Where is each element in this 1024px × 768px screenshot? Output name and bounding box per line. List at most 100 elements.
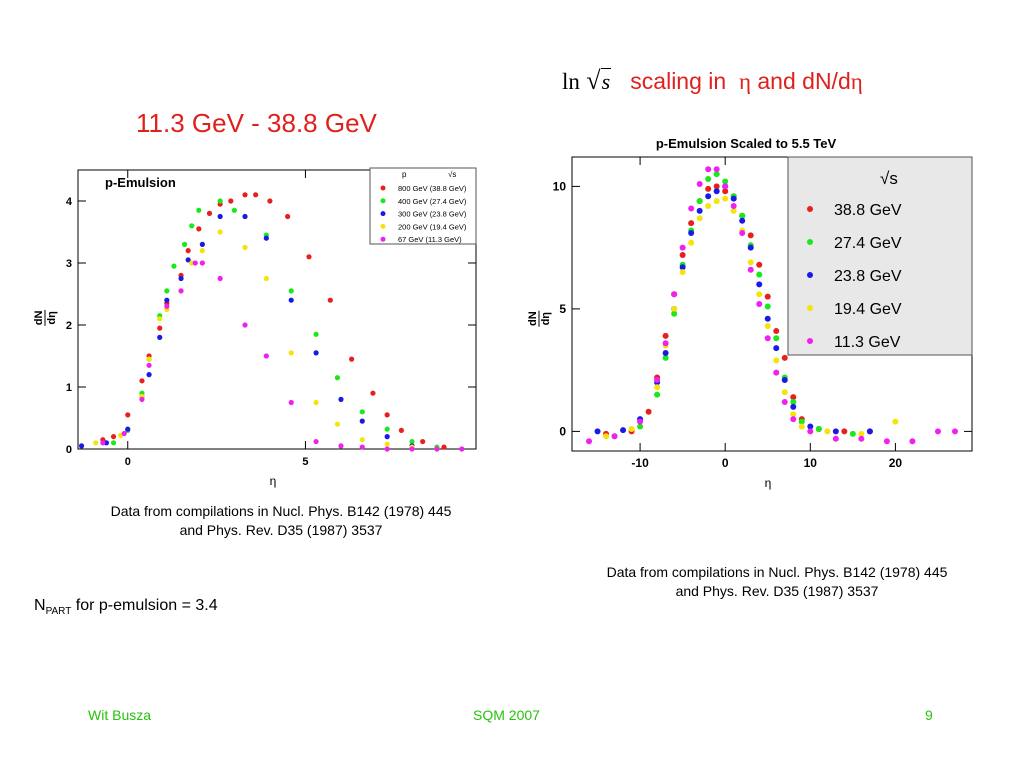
y-axis-label-denominator: dη [46, 311, 58, 325]
data-point [790, 403, 797, 410]
data-point [764, 323, 771, 330]
data-point [688, 229, 695, 236]
data-point [217, 198, 223, 204]
data-point [705, 203, 712, 209]
data-point [773, 369, 780, 376]
data-point [199, 260, 205, 266]
data-point [730, 203, 737, 209]
data-point [934, 428, 941, 435]
data-point [696, 207, 703, 214]
legend-header-sqrt-s: √s [880, 169, 898, 188]
legend-entry: 800 GeV (38.8 GeV) [398, 184, 467, 193]
data-point [841, 428, 848, 435]
data-point [434, 446, 440, 452]
data-point [909, 438, 916, 445]
legend-entry: 300 GeV (23.8 GeV) [398, 210, 467, 219]
data-point [398, 427, 404, 433]
data-point [671, 310, 678, 317]
data-point [253, 192, 259, 198]
data-point [781, 389, 788, 396]
data-point [645, 408, 652, 415]
data-point [78, 443, 85, 449]
legend-marker [807, 272, 813, 278]
chart-title: p-Emulsion Scaled to 5.5 TeV [656, 136, 837, 151]
data-point [288, 399, 294, 406]
data-point [705, 185, 712, 192]
legend-marker [807, 206, 813, 212]
data-point [196, 226, 202, 232]
data-point [807, 428, 814, 435]
data-point [409, 446, 415, 452]
data-point [832, 428, 839, 435]
ln-symbol: ln [562, 69, 580, 94]
x-tick-label: 5 [302, 456, 308, 468]
data-point [263, 353, 269, 359]
y-axis-label-numerator: dN [33, 310, 45, 325]
data-point [705, 176, 712, 183]
x-tick-label: 0 [125, 456, 131, 468]
left-chart-heading: 11.3 GeV - 38.8 GeV [136, 108, 377, 138]
data-point [93, 440, 99, 446]
data-point [679, 264, 686, 271]
data-point [146, 356, 152, 362]
chart-title: p-Emulsion [105, 175, 176, 190]
legend-entry: 200 GeV (19.4 GeV) [398, 222, 467, 231]
heading-text-scaling: scaling in [630, 68, 727, 94]
data-point [263, 235, 269, 241]
data-point [178, 288, 184, 294]
data-point [662, 332, 669, 339]
data-point [420, 438, 426, 445]
data-point [679, 269, 686, 276]
y-tick-label: 0 [559, 424, 566, 438]
right-caption: Data from compilations in Nucl. Phys. B1… [560, 563, 994, 601]
data-point [739, 217, 746, 224]
data-point [951, 428, 958, 435]
data-point [781, 376, 788, 383]
data-point [313, 438, 319, 445]
data-point [242, 213, 248, 220]
data-point [679, 252, 686, 258]
data-point [756, 291, 763, 298]
x-axis-label: η [765, 476, 772, 490]
data-point [688, 239, 695, 246]
npart-subscript: PART [45, 606, 72, 618]
footer-page-number: 9 [925, 707, 933, 723]
data-point [384, 434, 390, 440]
data-point [671, 305, 678, 312]
data-point [722, 188, 729, 195]
data-point [359, 409, 365, 415]
data-point [790, 399, 797, 405]
data-point [285, 213, 291, 220]
legend-entry: 38.8 GeV [834, 202, 902, 219]
data-point [288, 297, 294, 303]
data-point [747, 266, 754, 273]
data-point [773, 335, 780, 342]
data-point [459, 446, 465, 452]
data-point [327, 297, 333, 303]
data-point [192, 260, 198, 266]
data-point [688, 205, 695, 212]
s-variable: s [600, 68, 612, 94]
data-point [164, 303, 170, 309]
data-point [688, 220, 695, 227]
data-point [764, 303, 771, 310]
data-point [722, 195, 729, 202]
data-point [157, 325, 163, 331]
data-point [739, 212, 746, 219]
data-point [654, 376, 661, 383]
data-point [773, 345, 780, 352]
data-point [338, 396, 344, 402]
data-point [185, 257, 191, 263]
data-point [185, 248, 191, 254]
data-point [100, 440, 106, 446]
data-point [110, 440, 117, 446]
data-point [182, 241, 188, 247]
data-point [713, 188, 720, 195]
data-point [747, 232, 754, 239]
legend-entry: 400 GeV (27.4 GeV) [398, 197, 467, 206]
data-point [713, 198, 720, 205]
data-point [199, 241, 205, 247]
data-point [338, 443, 344, 449]
data-point [349, 356, 355, 362]
data-point [164, 297, 170, 303]
